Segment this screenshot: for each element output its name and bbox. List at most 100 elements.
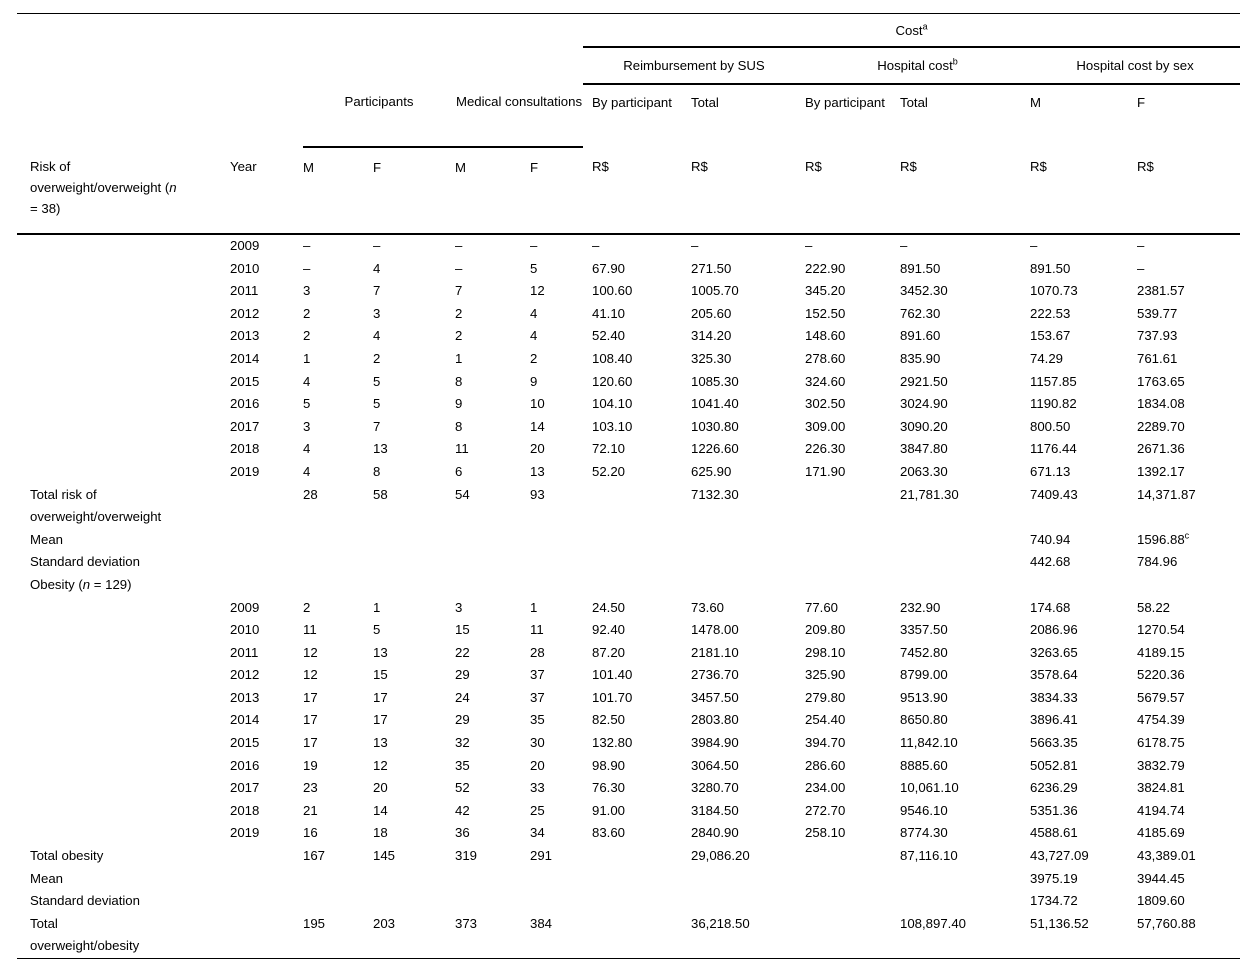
- table-cell: –: [373, 238, 381, 253]
- table-cell: 195: [303, 915, 326, 931]
- table-cell: 74.29: [1030, 350, 1064, 366]
- table-cell: 298.10: [805, 644, 846, 660]
- table-body: 2009– – – – – – – – – –2010–4–5 67.90 271.50 222.90 8…: [17, 234, 1241, 959]
- table-cell: 309.00: [805, 418, 846, 434]
- table-cell: [900, 551, 1030, 574]
- table-cell: [691, 551, 805, 574]
- table-row: 2009 – – – – – – – – – –: [17, 234, 1240, 258]
- table-cell: 36: [455, 825, 470, 841]
- table-cell: 101.40: [592, 667, 633, 683]
- table-cell: 11,842.10: [900, 735, 958, 751]
- table-cell: 1834.08: [1137, 396, 1185, 412]
- table-cell: –: [455, 238, 463, 253]
- row-label: Obesity (n = 129): [30, 576, 132, 592]
- table-cell: [303, 551, 373, 574]
- table-cell: 24.50: [592, 599, 626, 615]
- table-cell: 29,086.20: [691, 848, 750, 864]
- table-cell: [900, 868, 1030, 891]
- table-cell: 92.40: [592, 622, 626, 638]
- table-cell: 30: [530, 735, 545, 751]
- year-cell: 2017: [230, 418, 260, 434]
- table-cell: [805, 551, 900, 574]
- table-cell: 278.60: [805, 350, 846, 366]
- reimb-total-header: Total: [691, 95, 719, 110]
- table-cell: 1005.70: [691, 283, 739, 299]
- row-label: Total overweight/obesity: [30, 915, 140, 954]
- table-cell: 4: [530, 328, 538, 344]
- table-cell: 5351.36: [1030, 802, 1078, 818]
- table-cell: 171.90: [805, 463, 846, 479]
- table-cell: 2840.90: [691, 825, 739, 841]
- table-cell: 33: [530, 780, 545, 796]
- table-cell: 1809.60: [1137, 893, 1185, 909]
- table-row: Obesity (n = 129): [17, 574, 1240, 597]
- table-row: 2014 1 2 1 2 108.40 325.30 278.60 835.90 74.29 761…: [17, 348, 1240, 371]
- table-cell: –: [303, 238, 311, 253]
- table-cell: 784.96: [1137, 554, 1178, 570]
- table-cell: 87,116.10: [900, 848, 958, 864]
- table-cell: 24: [455, 689, 470, 705]
- table-row: 2010 – 4 – 5 67.90 271.50 222.90 891.50 891.50 –: [17, 258, 1240, 281]
- table-row: 2012 2 3 2 4 41.10 205.60 152.50 762.30 222.53 539…: [17, 303, 1240, 326]
- table-cell: 174.68: [1030, 599, 1071, 615]
- table-cell: [805, 845, 900, 868]
- table-cell: 3263.65: [1030, 644, 1078, 660]
- table-cell: 12: [303, 644, 318, 660]
- table-cell: 5220.36: [1137, 667, 1185, 683]
- table-cell: 740.94: [1030, 531, 1071, 547]
- table-cell: 29: [455, 667, 470, 683]
- row-label: [17, 303, 230, 326]
- table-cell: 19: [303, 757, 318, 773]
- participants-header: Participants: [303, 84, 455, 148]
- table-cell: 835.90: [900, 350, 941, 366]
- row-label: Mean: [30, 870, 63, 886]
- table-cell: 52.40: [592, 328, 626, 344]
- table-cell: 9513.90: [900, 689, 948, 705]
- table-cell: 3975.19: [1030, 870, 1078, 886]
- table-cell: 91.00: [592, 802, 626, 818]
- table-cell: 153.67: [1030, 328, 1071, 344]
- table-cell: 11: [455, 441, 469, 457]
- year-cell: [230, 574, 303, 597]
- table-cell: 22: [455, 644, 470, 660]
- table-cell: 302.50: [805, 396, 846, 412]
- table-cell: 20: [373, 780, 388, 796]
- table-cell: 209.80: [805, 622, 846, 638]
- table-cell: [691, 574, 805, 597]
- year-cell: 2014: [230, 712, 260, 728]
- year-cell: 2012: [230, 305, 260, 321]
- reimb-by-participant-header: By participant: [592, 95, 672, 110]
- table-cell: [583, 529, 691, 552]
- table-cell: 319: [455, 848, 478, 864]
- table-cell: 254.40: [805, 712, 846, 728]
- year-cell: [230, 529, 303, 552]
- table-cell: [373, 868, 455, 891]
- row-label: [17, 461, 230, 484]
- table-cell: 3184.50: [691, 802, 739, 818]
- table-row: 2015 4 5 8 9 120.60 1085.30 324.60 2921.50 1157.8…: [17, 371, 1240, 394]
- row-label: Mean: [30, 531, 63, 547]
- table-cell: [1030, 574, 1137, 597]
- table-cell: 32: [455, 735, 470, 751]
- table-cell: 314.20: [691, 328, 732, 344]
- row-label: Standard deviation: [30, 893, 140, 909]
- row-label: Total obesity: [30, 848, 104, 864]
- table-cell: 539.77: [1137, 305, 1178, 321]
- table-cell: [530, 529, 583, 552]
- table-cell: 3357.50: [900, 622, 948, 638]
- table-cell: 11: [303, 622, 317, 638]
- table-cell: 76.30: [592, 780, 626, 796]
- table-cell: 93: [530, 486, 545, 502]
- table-cell: 1763.65: [1137, 373, 1185, 389]
- table-cell: 1176.44: [1030, 441, 1077, 457]
- row-label: [17, 416, 230, 439]
- table-cell: 18: [373, 825, 388, 841]
- table-cell: 28: [303, 486, 318, 502]
- table-cell: 57,760.88: [1137, 915, 1196, 931]
- table-cell: 16: [303, 825, 318, 841]
- table-cell: 54: [455, 486, 470, 502]
- table-row: 2018 21 14 42 25 91.00 3184.50 272.70 9546.10 535…: [17, 800, 1240, 823]
- table-cell: 13: [373, 441, 388, 457]
- row-label: [17, 687, 230, 710]
- table-cell: 52: [455, 780, 470, 796]
